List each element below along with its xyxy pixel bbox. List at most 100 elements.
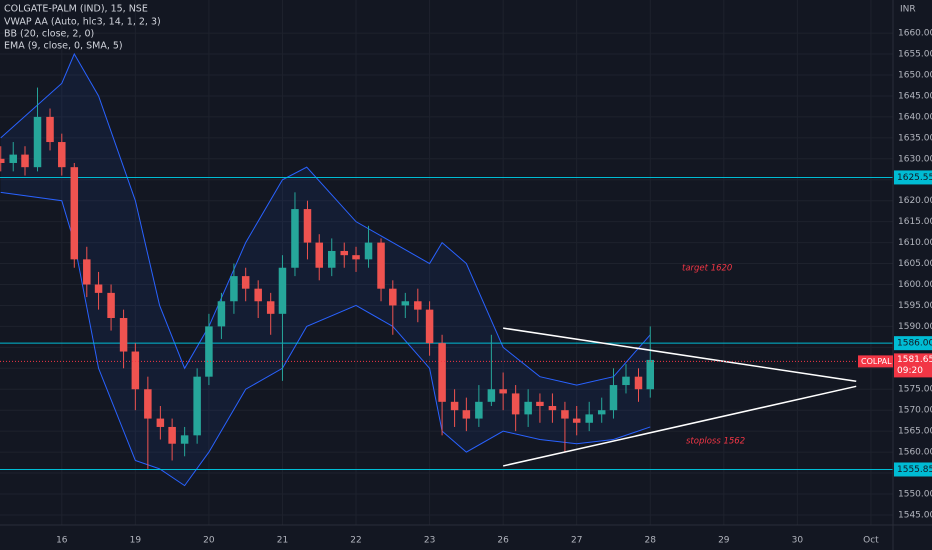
candle-body — [254, 288, 262, 302]
annotation: stoploss 1562 — [686, 437, 745, 447]
candle-body — [597, 410, 606, 415]
y-tick-label: 1595.00 — [898, 301, 932, 311]
y-tick-label: 1600.00 — [898, 280, 932, 290]
candle-body — [94, 284, 103, 293]
indicator-label: EMA (9, close, 0, SMA, 5) — [4, 41, 123, 52]
candle-body — [70, 167, 79, 260]
candle-body — [438, 343, 446, 402]
x-tick-label: 26 — [497, 536, 509, 546]
candle-body — [180, 435, 189, 444]
candle-body — [58, 142, 66, 168]
candle-body — [364, 242, 373, 260]
y-tick-label: 1645.00 — [898, 91, 932, 101]
candle-body — [499, 389, 507, 394]
x-tick-label: 21 — [277, 536, 288, 546]
x-tick-label: 19 — [130, 536, 142, 546]
indicator-label: BB (20, close, 2, 0) — [4, 29, 94, 40]
time-label: 09:20 — [897, 366, 923, 376]
y-tick-label: 1570.00 — [898, 406, 932, 416]
y-tick-label: 1655.00 — [898, 50, 932, 60]
candle-body — [46, 116, 54, 143]
candle-body — [462, 410, 471, 419]
y-tick-label: 1660.00 — [898, 29, 932, 39]
candle-body — [401, 301, 410, 306]
x-tick-label: Oct — [863, 536, 879, 546]
candle-body — [266, 301, 275, 314]
candle-body — [193, 376, 201, 436]
candle-body — [217, 301, 226, 327]
candle-body — [585, 414, 593, 423]
candle-body — [205, 326, 213, 377]
candle-body — [230, 276, 238, 302]
level-label: 1625.55 — [897, 173, 932, 183]
candle-body — [487, 389, 496, 402]
candle-body — [609, 385, 618, 411]
candle-body — [572, 418, 581, 423]
axes: 1545.001550.001555.001560.001565.001570.… — [56, 29, 932, 546]
grid — [0, 0, 893, 525]
level-tag — [894, 336, 932, 351]
x-tick-label: 23 — [424, 536, 435, 546]
symbol-label: COLPAL — [861, 357, 892, 366]
x-tick-label: 29 — [718, 536, 730, 546]
y-tick-label: 1620.00 — [898, 196, 932, 206]
band-fill — [0, 54, 651, 486]
candle-body — [524, 401, 532, 415]
currency: INR — [900, 5, 916, 15]
band-upper — [0, 52, 651, 386]
candle-body — [561, 410, 569, 419]
y-tick-label: 1635.00 — [898, 133, 932, 143]
x-tick-label: 20 — [203, 536, 215, 546]
x-tick-label: 28 — [645, 536, 657, 546]
candle-body — [241, 276, 250, 289]
candle-body — [634, 376, 643, 390]
candle-body — [622, 376, 630, 386]
y-tick-label: 1560.00 — [898, 448, 932, 458]
candle-body — [315, 242, 323, 268]
y-tick-label: 1610.00 — [898, 238, 932, 248]
candle-body — [107, 292, 115, 319]
candle-body — [414, 301, 422, 310]
candle-body — [536, 401, 544, 407]
plot — [0, 52, 893, 487]
y-tick-label: 1550.00 — [898, 489, 932, 499]
trendline — [502, 385, 857, 467]
y-tick-label: 1545.00 — [898, 510, 932, 520]
candle-body — [156, 418, 165, 427]
y-tick-label: 1640.00 — [898, 112, 932, 122]
x-tick-label: 22 — [350, 536, 361, 546]
y-tick-label: 1615.00 — [898, 217, 932, 227]
y-tick-label: 1630.00 — [898, 154, 932, 164]
candle-body — [83, 259, 91, 285]
candle-body — [511, 393, 520, 415]
chart-title: COLGATE-PALM (IND), 15, NSE — [4, 4, 148, 15]
candle-body — [646, 359, 655, 390]
candle-body — [144, 389, 152, 419]
candle-body — [278, 267, 287, 314]
candle-body — [425, 309, 434, 344]
candle-body — [389, 288, 397, 306]
candle-body — [340, 250, 349, 256]
candle-body — [548, 406, 557, 411]
level-tag — [894, 170, 932, 185]
candle-body — [303, 209, 312, 243]
candle-body — [291, 209, 299, 268]
candle-body — [33, 116, 42, 168]
annotation: target 1620 — [682, 264, 732, 274]
candle-body — [119, 318, 128, 352]
candle-body — [131, 351, 140, 390]
y-tick-label: 1575.00 — [898, 385, 932, 395]
candle-body — [9, 154, 17, 163]
candle-body — [475, 401, 483, 419]
candle-body — [168, 426, 176, 444]
level-tag — [894, 462, 932, 477]
candle-body — [21, 154, 29, 168]
y-tick-label: 1650.00 — [898, 71, 932, 81]
candle-body — [327, 250, 336, 268]
indicator-label: VWAP AA (Auto, hlc3, 14, 1, 2, 3) — [4, 17, 161, 28]
x-tick-label: 30 — [792, 536, 804, 546]
candle-body — [377, 242, 385, 289]
